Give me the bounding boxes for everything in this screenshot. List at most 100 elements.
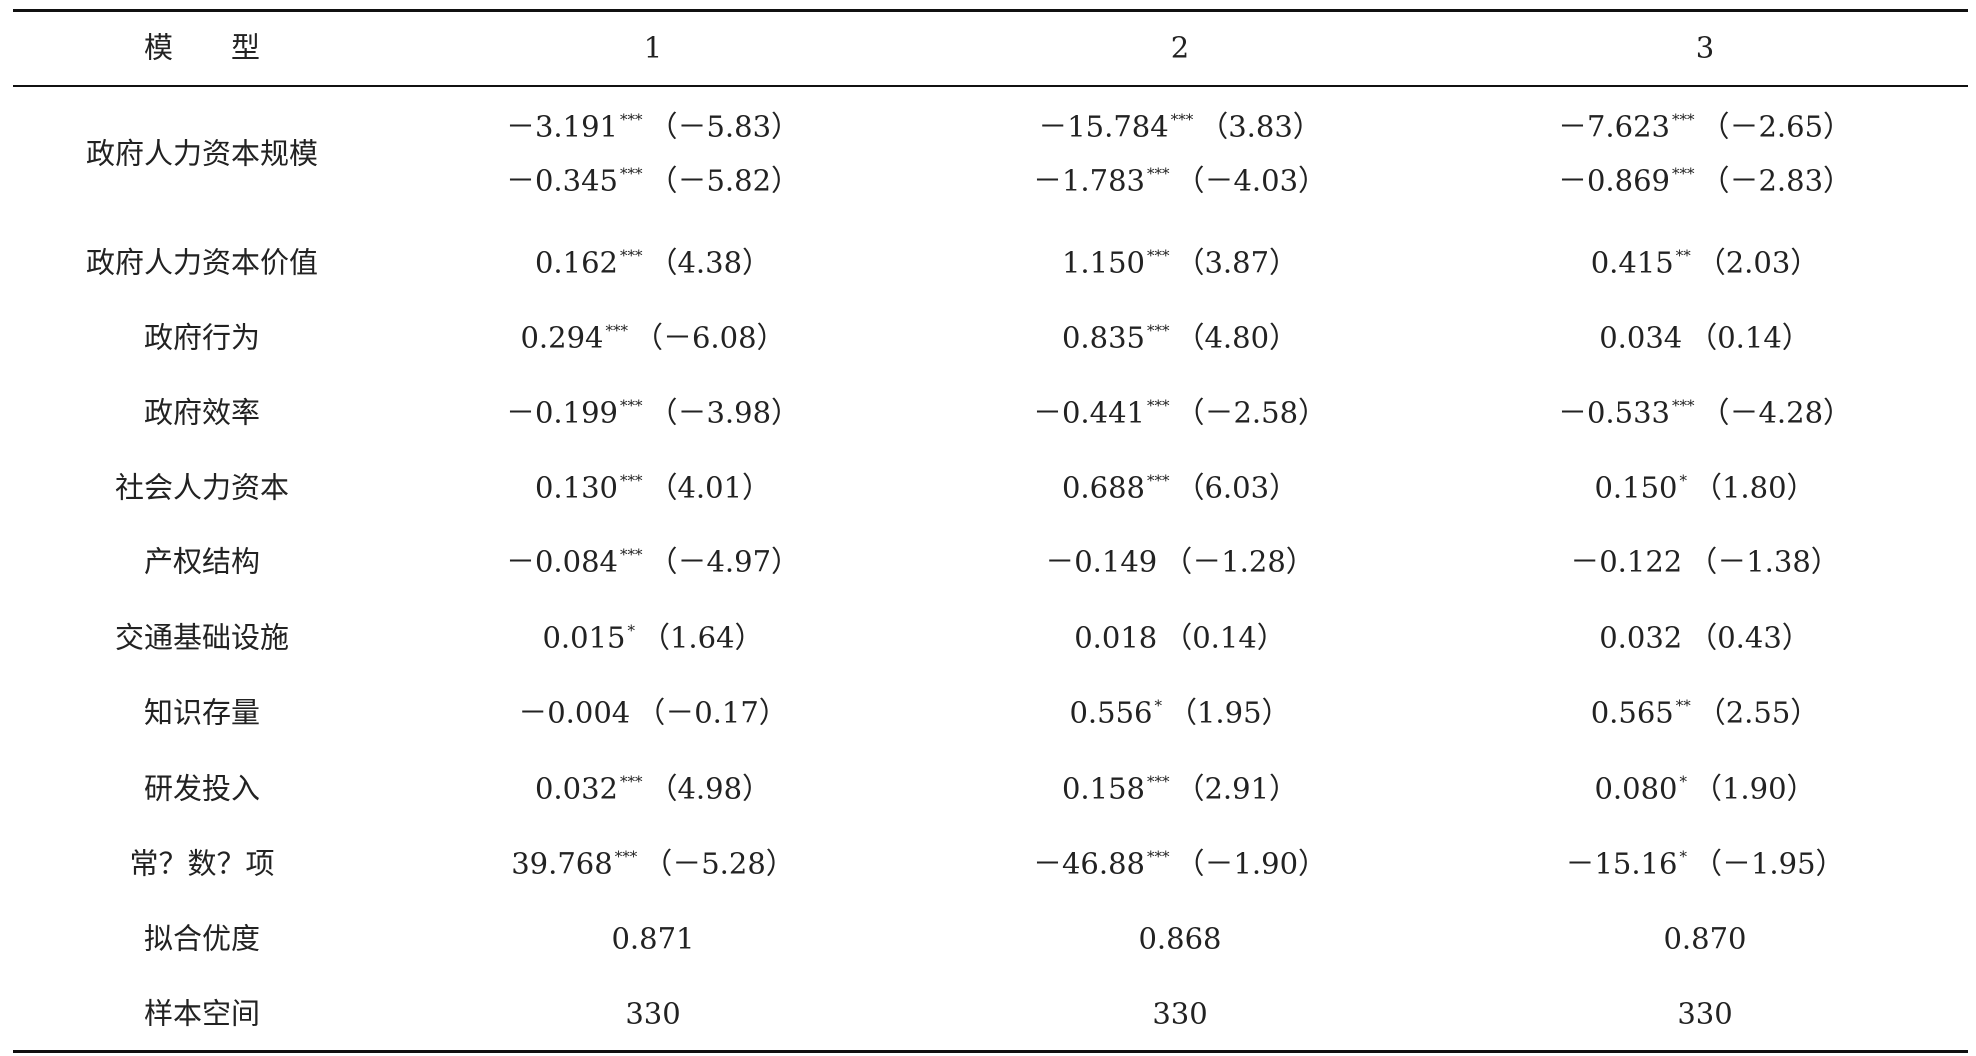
coefficient: －0.441 bbox=[1032, 395, 1145, 430]
coefficient: 0.080 bbox=[1594, 771, 1678, 806]
cell-line: 330 bbox=[625, 996, 681, 1031]
cell-line: 0.871 bbox=[611, 924, 694, 954]
coefficient: －0.199 bbox=[505, 395, 618, 430]
cell-line: 0.150 * （1.80） bbox=[1594, 470, 1816, 505]
row-label: 交通基础设施 bbox=[114, 620, 290, 655]
coefficient: 0.565 bbox=[1590, 695, 1674, 730]
cell-line: －0.004 （－0.17） bbox=[518, 695, 788, 730]
t-statistic: （0.14） bbox=[1163, 620, 1286, 655]
significance-stars: *** bbox=[1671, 396, 1695, 415]
row-label: 政府行为 bbox=[143, 320, 261, 355]
coefficient: －3.191 bbox=[505, 109, 618, 144]
cell-line: 0.032 （0.43） bbox=[1599, 620, 1811, 655]
cell-line: 0.870 bbox=[1663, 924, 1746, 954]
row-label: 常？数？项 bbox=[129, 846, 275, 881]
coefficient: －0.004 bbox=[518, 695, 631, 730]
significance-stars: * bbox=[1679, 471, 1687, 490]
significance-stars: ** bbox=[1675, 246, 1691, 265]
coefficient: 330 bbox=[625, 996, 681, 1031]
significance-stars: *** bbox=[1146, 847, 1170, 866]
cell-line: －0.345 *** （－5.82） bbox=[505, 163, 800, 198]
header-cell: 1 bbox=[643, 30, 663, 65]
t-statistic: （－4.28） bbox=[1700, 395, 1853, 430]
coefficient: －0.345 bbox=[505, 163, 618, 198]
bottom-rule bbox=[13, 1050, 1968, 1053]
t-statistic: （1.80） bbox=[1692, 470, 1816, 505]
t-statistic: （－3.98） bbox=[648, 395, 801, 430]
t-statistic: （2.55） bbox=[1696, 695, 1820, 730]
t-statistic: （－6.08） bbox=[633, 320, 786, 355]
coefficient: －0.149 bbox=[1045, 544, 1158, 579]
cell-line: 0.158 *** （2.91） bbox=[1061, 771, 1299, 806]
coefficient: 0.162 bbox=[534, 245, 618, 280]
t-statistic: （0.43） bbox=[1688, 620, 1811, 655]
cell-line: 0.294 *** （－6.08） bbox=[520, 320, 786, 355]
cell-line: 0.015 * （1.64） bbox=[542, 620, 764, 655]
coefficient: 0.034 bbox=[1599, 320, 1683, 355]
cell-line: 39.768 *** （－5.28） bbox=[511, 846, 795, 881]
significance-stars: *** bbox=[1146, 396, 1170, 415]
t-statistic: （－4.03） bbox=[1175, 163, 1328, 198]
header-cell: 模 型 bbox=[143, 30, 261, 65]
cell-line: －15.16 * （－1.95） bbox=[1565, 846, 1844, 881]
significance-stars: *** bbox=[619, 246, 643, 265]
cell-line: 0.034 （0.14） bbox=[1599, 320, 1811, 355]
cell-line: 0.032 *** （4.98） bbox=[534, 771, 771, 806]
cell-line: 0.835 *** （4.80） bbox=[1061, 320, 1298, 355]
t-statistic: （－0.17） bbox=[636, 695, 788, 730]
cell-line: －0.441 *** （－2.58） bbox=[1032, 395, 1327, 430]
cell-line: 0.868 bbox=[1138, 921, 1222, 956]
coefficient: 1.150 bbox=[1061, 245, 1145, 280]
cell-line: －7.623 *** （－2.65） bbox=[1558, 110, 1852, 142]
significance-stars: * bbox=[627, 621, 635, 640]
header-cell: 2 bbox=[1170, 30, 1190, 65]
cell-line: 0.565 ** （2.55） bbox=[1590, 695, 1820, 730]
header-rule bbox=[13, 85, 1968, 87]
significance-stars: *** bbox=[605, 321, 628, 340]
coefficient: 0.032 bbox=[534, 771, 618, 806]
coefficient: －15.16 bbox=[1565, 846, 1678, 881]
coefficient: 0.835 bbox=[1061, 320, 1145, 355]
coefficient: 0.158 bbox=[1061, 771, 1145, 806]
t-statistic: （2.91） bbox=[1175, 771, 1299, 806]
coefficient: 0.868 bbox=[1138, 921, 1222, 956]
row-label: 社会人力资本 bbox=[114, 470, 290, 505]
significance-stars: * bbox=[1679, 847, 1687, 866]
t-statistic: （0.14） bbox=[1688, 320, 1811, 355]
t-statistic: （2.03） bbox=[1696, 245, 1820, 280]
significance-stars: * bbox=[1679, 772, 1687, 791]
cell-line: －0.122 （－1.38） bbox=[1570, 547, 1840, 577]
t-statistic: （－2.83） bbox=[1700, 163, 1853, 198]
significance-stars: *** bbox=[619, 545, 643, 564]
coefficient: 0.150 bbox=[1594, 470, 1678, 505]
t-statistic: （－1.90） bbox=[1175, 846, 1328, 881]
coefficient: －15.784 bbox=[1038, 109, 1169, 144]
coefficient: －46.88 bbox=[1032, 846, 1145, 881]
t-statistic: （－5.83） bbox=[648, 109, 801, 144]
significance-stars: * bbox=[1154, 696, 1162, 715]
coefficient: －1.783 bbox=[1032, 163, 1145, 198]
header-cell: 3 bbox=[1695, 30, 1715, 65]
cell-line: －15.784 *** （3.83） bbox=[1038, 109, 1322, 144]
coefficient: 330 bbox=[1152, 996, 1208, 1031]
coefficient: 0.130 bbox=[534, 470, 618, 505]
coefficient: 0.688 bbox=[1061, 470, 1145, 505]
coefficient: 0.294 bbox=[520, 320, 604, 355]
coefficient: －0.533 bbox=[1557, 395, 1670, 430]
t-statistic: （－5.28） bbox=[643, 846, 795, 881]
cell-line: 0.130 *** （4.01） bbox=[534, 470, 772, 505]
row-label: 政府人力资本价值 bbox=[85, 245, 319, 280]
t-statistic: （4.01） bbox=[648, 470, 772, 505]
coefficient: －0.084 bbox=[505, 544, 618, 579]
cell-line: －0.869 *** （－2.83） bbox=[1558, 163, 1853, 198]
row-label: 政府效率 bbox=[143, 395, 261, 430]
cell-line: 330 bbox=[1677, 999, 1732, 1029]
significance-stars: *** bbox=[1146, 321, 1170, 340]
cell-line: 0.162 *** （4.38） bbox=[534, 245, 771, 280]
significance-stars: *** bbox=[1671, 110, 1695, 129]
t-statistic: （1.64） bbox=[640, 620, 764, 655]
cell-line: 0.556 * （1.95） bbox=[1069, 696, 1290, 728]
cell-line: －0.199 *** （－3.98） bbox=[505, 395, 801, 430]
significance-stars: *** bbox=[1146, 164, 1170, 183]
